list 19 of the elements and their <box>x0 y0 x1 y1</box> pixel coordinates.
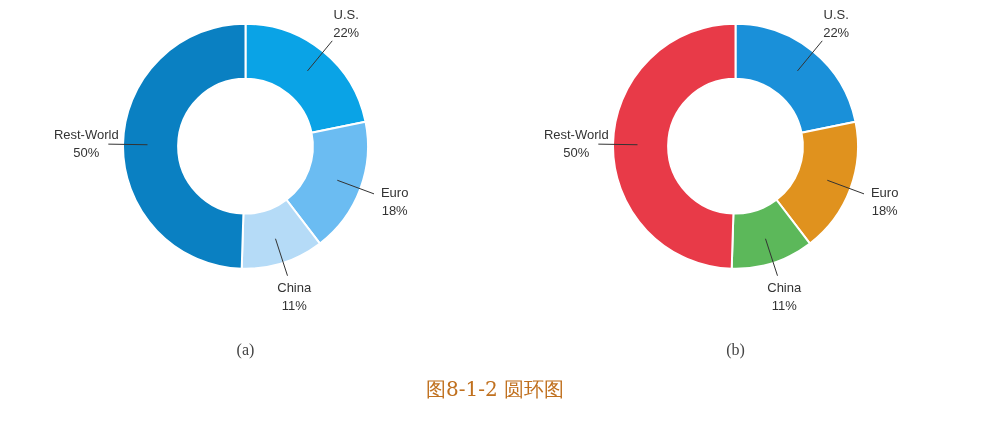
data-label: 22% <box>333 25 360 41</box>
data-label: 11% <box>281 298 308 314</box>
data-label: 22% <box>823 25 850 41</box>
slice-label: Rest-World <box>543 127 609 143</box>
data-label: 50% <box>563 145 590 161</box>
data-label: 18% <box>381 203 409 219</box>
data-label: 50% <box>73 145 100 161</box>
caption: 图8-1-2 圆环图 <box>425 376 565 403</box>
text: (b) <box>726 340 745 359</box>
slice-label: Euro <box>870 185 899 201</box>
slice-label: Euro <box>380 185 409 201</box>
slice-label: China <box>277 280 312 296</box>
slice-label: U.S. <box>823 7 849 23</box>
slice-label: Rest-World <box>53 127 119 143</box>
text: (a) <box>236 340 255 359</box>
slice-label: U.S. <box>333 7 359 23</box>
data-label: 11% <box>771 298 798 314</box>
data-label: 18% <box>871 203 899 219</box>
slice-label: China <box>767 280 802 296</box>
